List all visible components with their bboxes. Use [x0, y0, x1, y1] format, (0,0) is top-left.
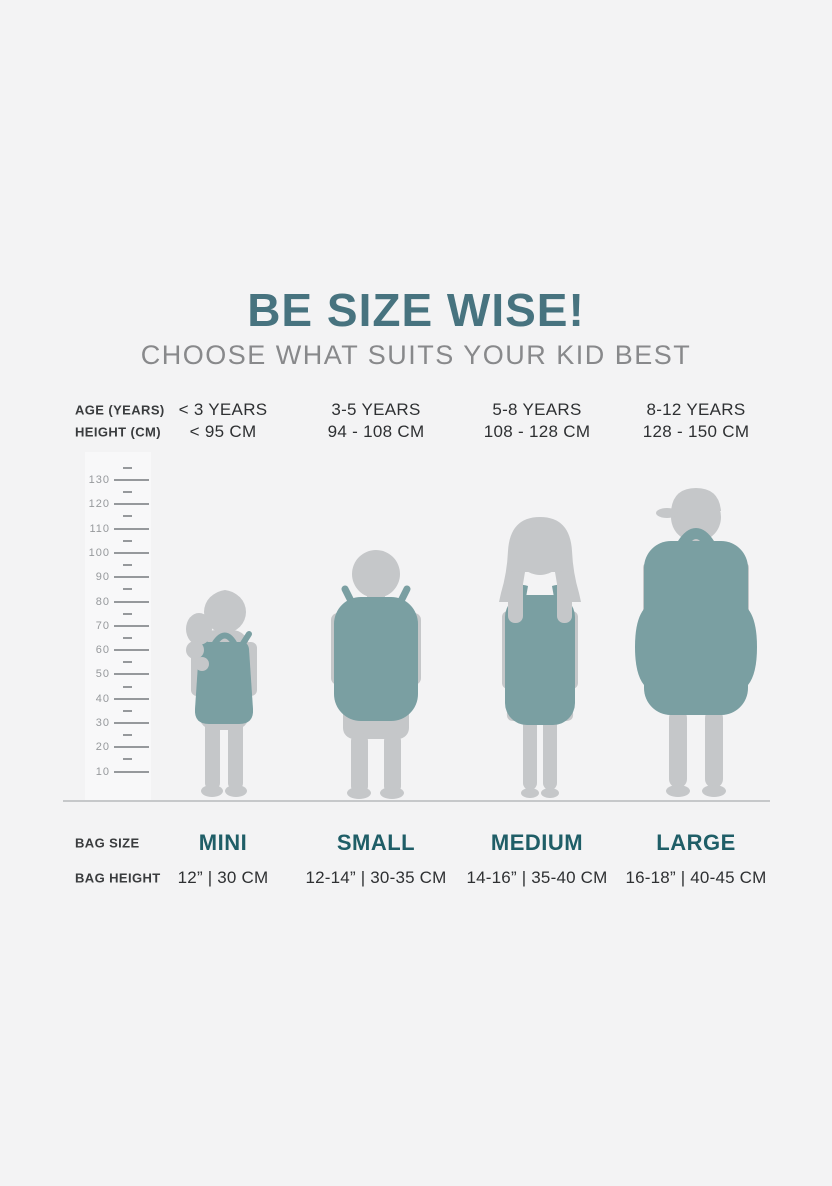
ruler-minor-tick [123, 466, 132, 469]
ruler-label: 30 [95, 717, 110, 729]
ruler-major-tick [114, 770, 149, 773]
ruler-minor-tick [123, 661, 132, 664]
ruler-major-tick [114, 722, 149, 724]
age-value: 3-5 YEARS [331, 400, 421, 419]
ruler-major-tick [114, 624, 149, 627]
height-row-label: HEIGHT (CM) [75, 424, 161, 440]
ruler-label: 100 [88, 546, 110, 559]
ruler-major-tick [114, 527, 149, 530]
figure-toddler-girl-mini-backpack [186, 590, 257, 797]
ruler-major-tick [114, 479, 149, 481]
ruler-major-tick [114, 576, 149, 579]
ruler-major-tick [114, 503, 149, 506]
ruler-major-tick [114, 697, 149, 700]
ruler-minor-tick [123, 734, 132, 737]
ruler-minor-tick [123, 612, 132, 615]
page-subtitle: CHOOSE WHAT SUITS YOUR KID BEST [140, 340, 692, 370]
ruler-label: 90 [95, 571, 110, 584]
ruler-label: 10 [95, 765, 110, 778]
age-value: 5-8 YEARS [492, 400, 582, 419]
height-ruler: 130 120 110 100 90 80 70 60 50 40 30 20 10 [85, 452, 151, 802]
ruler-major-tick [114, 746, 149, 749]
bag-height-value: 16-18” | 40-45 CM [625, 868, 767, 887]
bag-size-value: MINI [198, 830, 248, 855]
ruler-label: 110 [89, 522, 110, 535]
ruler-minor-tick [123, 588, 132, 591]
age-row-label: AGE (YEARS) [75, 402, 165, 418]
bag-size-value: SMALL [336, 830, 416, 855]
bag-height-value: 12” | 30 CM [177, 868, 269, 887]
figure-boy-cap-large-backpack [635, 488, 757, 797]
bag-height-row: BAG HEIGHT 12” | 30 CM 12-14” | 30-35 CM… [0, 866, 832, 890]
ruler-major-tick [114, 649, 149, 652]
ruler-major-tick [114, 551, 149, 554]
ruler-minor-tick [123, 636, 132, 639]
ruler-minor-tick [123, 491, 132, 494]
bag-size-value: LARGE [656, 830, 736, 855]
ruler-minor-tick [123, 758, 132, 761]
height-value: < 95 CM [189, 422, 257, 441]
ruler-major-tick [114, 600, 149, 603]
height-value: 108 - 128 CM [483, 422, 591, 441]
bag-size-value: MEDIUM [490, 830, 584, 855]
ruler-label: 80 [95, 595, 110, 608]
height-value: 128 - 150 CM [642, 422, 750, 441]
ruler-label: 20 [95, 741, 110, 754]
bag-height-value: 14-16” | 35-40 CM [466, 868, 608, 887]
bag-size-row: BAG SIZE MINI SMALL MEDIUM LARGE [0, 828, 832, 858]
ruler-label: 130 [88, 474, 110, 486]
ruler-major-tick [114, 673, 149, 676]
bag-size-row-label: BAG SIZE [75, 835, 140, 851]
age-row: AGE (YEARS) < 3 YEARS 3-5 YEARS 5-8 YEAR… [0, 398, 832, 422]
height-value: 94 - 108 CM [327, 422, 425, 441]
bag-height-value: 12-14” | 30-35 CM [305, 868, 447, 887]
ruler-minor-tick [123, 564, 132, 567]
bag-height-row-label: BAG HEIGHT [75, 870, 161, 886]
figure-girl-medium-backpack-ears [499, 517, 581, 798]
ruler-label: 70 [95, 619, 110, 632]
ruler-label: 120 [88, 498, 110, 511]
ruler-label: 60 [95, 644, 110, 657]
ruler-minor-tick [123, 539, 132, 542]
ruler-minor-tick [123, 515, 132, 518]
ruler-minor-tick [123, 685, 132, 688]
figure-boy-small-backpack [331, 550, 421, 799]
ground-line [63, 800, 770, 802]
ruler-label: 50 [95, 668, 110, 681]
ruler-minor-tick [123, 709, 132, 712]
page-title: BE SIZE WISE! [247, 284, 585, 336]
age-value: < 3 YEARS [178, 400, 268, 419]
ruler-label: 40 [95, 692, 110, 705]
height-row: HEIGHT (CM) < 95 CM 94 - 108 CM 108 - 12… [0, 420, 832, 444]
age-value: 8-12 YEARS [646, 400, 746, 419]
